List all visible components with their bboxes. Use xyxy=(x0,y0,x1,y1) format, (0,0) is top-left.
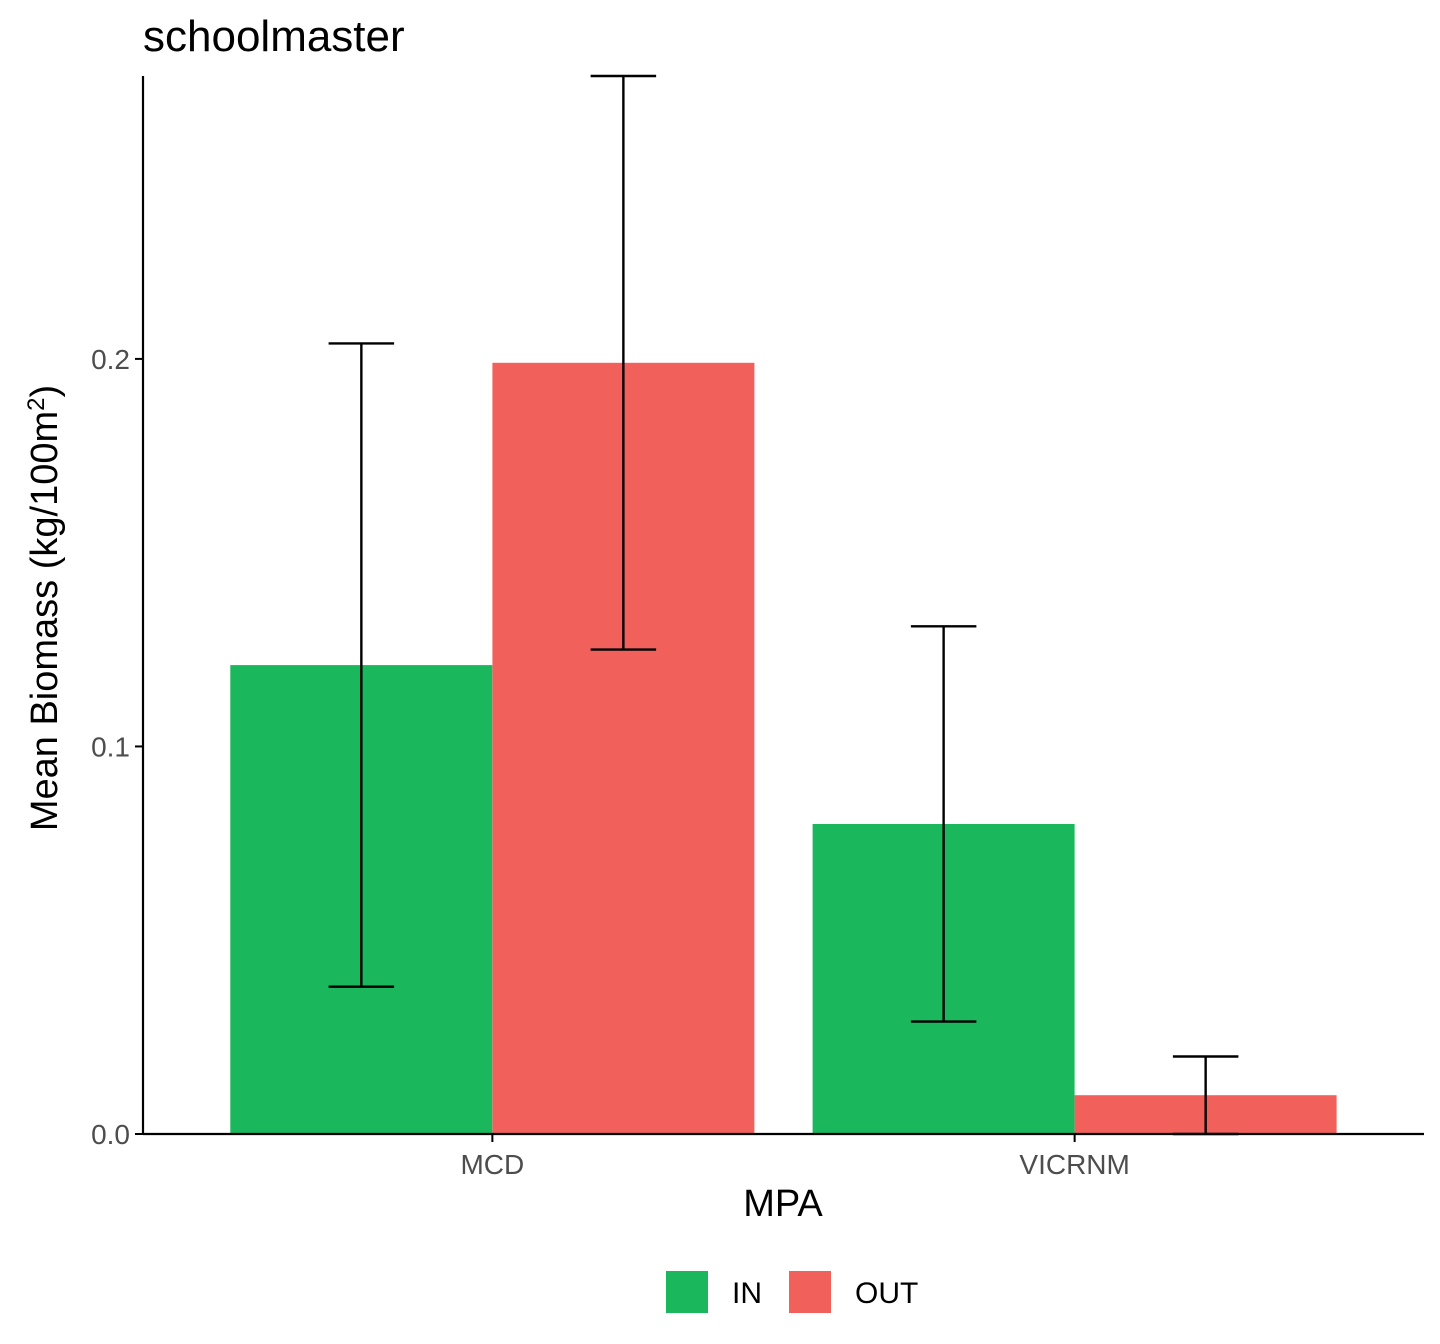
error-bar-vicrnm-in xyxy=(910,625,977,1023)
legend-item-out: OUT xyxy=(789,1271,918,1313)
error-bar-mcd-in xyxy=(328,342,395,988)
legend-item-in: IN xyxy=(666,1271,762,1313)
legend-label: IN xyxy=(732,1277,762,1310)
error-bars-layer xyxy=(328,74,1239,1136)
x-axis-title: MPA xyxy=(743,1183,823,1225)
chart-title: schoolmaster xyxy=(143,12,405,61)
x-tick-label: VICRNM xyxy=(1019,1149,1129,1180)
y-axis-title: Mean Biomass (kg/100m2) xyxy=(23,385,67,831)
y-tick-label: 0.2 xyxy=(91,344,130,375)
y-tick-label: 0.1 xyxy=(91,731,130,762)
error-bar-mcd-out xyxy=(590,74,657,651)
legend-label: OUT xyxy=(855,1277,918,1310)
legend: IN OUT xyxy=(666,1271,918,1313)
y-tick-label: 0.0 xyxy=(91,1119,130,1150)
x-ticks-layer: MCD VICRNM xyxy=(460,1134,1130,1180)
legend-key xyxy=(789,1271,831,1313)
x-tick-label: MCD xyxy=(460,1149,524,1180)
y-ticks-layer: 0.0 0.1 0.2 xyxy=(91,344,143,1150)
bars-layer xyxy=(230,362,1337,1134)
legend-key xyxy=(666,1271,708,1313)
